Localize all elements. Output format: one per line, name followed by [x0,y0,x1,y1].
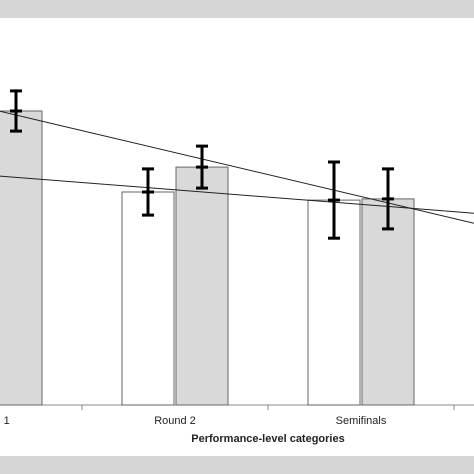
x-tick-label: Round 1 [0,415,10,427]
bar [121,191,175,406]
x-tick-label: Semifinals [336,415,387,427]
bar [361,198,415,406]
frame-top [0,0,474,18]
frame-bottom [0,456,474,474]
trend-line [0,175,474,214]
bar [175,166,229,406]
bar [0,110,43,406]
x-axis-label: Performance-level categories [191,433,344,445]
x-tick-label: Round 2 [154,415,196,427]
trend-line [0,110,474,224]
